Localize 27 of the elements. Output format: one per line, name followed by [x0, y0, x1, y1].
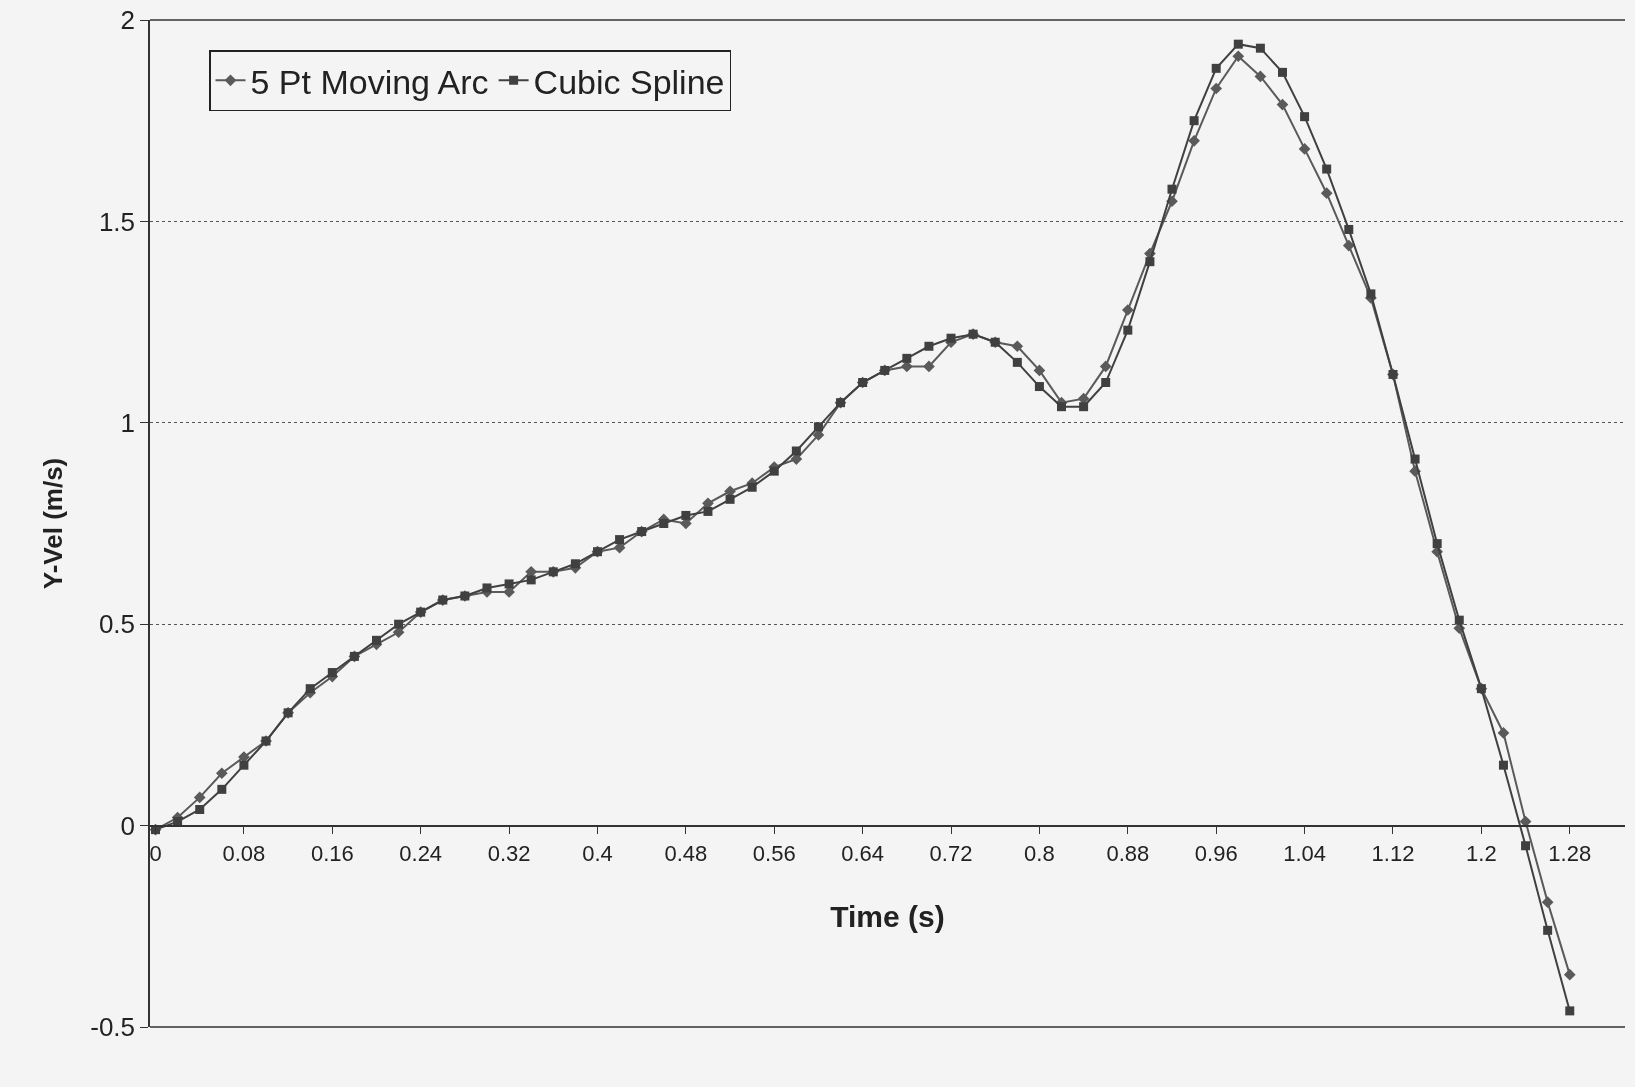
x-tick-label: 1.28 [1548, 840, 1592, 866]
x-tick-label: 0.72 [929, 840, 973, 866]
x-tick-label: 0.4 [582, 840, 613, 866]
x-tick-label: 0.24 [399, 840, 443, 866]
x-tick-label: 0.56 [752, 840, 796, 866]
x-tick-label: 0.64 [841, 840, 885, 866]
x-tick-label: 1.2 [1466, 840, 1497, 866]
y-tick-label: 0 [120, 810, 136, 841]
x-tick-label: 0.08 [222, 840, 266, 866]
y-tick-label: 1.5 [98, 206, 136, 237]
y-axis-title: Y-Vel (m/s) [38, 457, 69, 590]
y-tick-label: -0.5 [90, 1012, 136, 1043]
legend-label: Cubic Spline [533, 62, 725, 101]
x-tick-label: 0 [149, 840, 162, 866]
x-tick-label: 0.8 [1024, 840, 1055, 866]
x-tick-label: 0.96 [1194, 840, 1238, 866]
x-tick-label: 0.16 [310, 840, 354, 866]
x-axis-title: Time (s) [830, 899, 945, 933]
y-tick-label: 0.5 [98, 609, 136, 640]
legend-label: 5 Pt Moving Arc [250, 62, 489, 101]
x-tick-label: 1.04 [1283, 840, 1326, 866]
y-tick-label: 2 [120, 5, 136, 36]
x-tick-label: 0.48 [664, 840, 708, 866]
x-tick-label: 0.32 [487, 840, 531, 866]
y-tick-label: 1 [120, 407, 136, 438]
x-tick-label: 0.88 [1106, 840, 1150, 866]
x-tick-label: 1.12 [1371, 840, 1415, 866]
